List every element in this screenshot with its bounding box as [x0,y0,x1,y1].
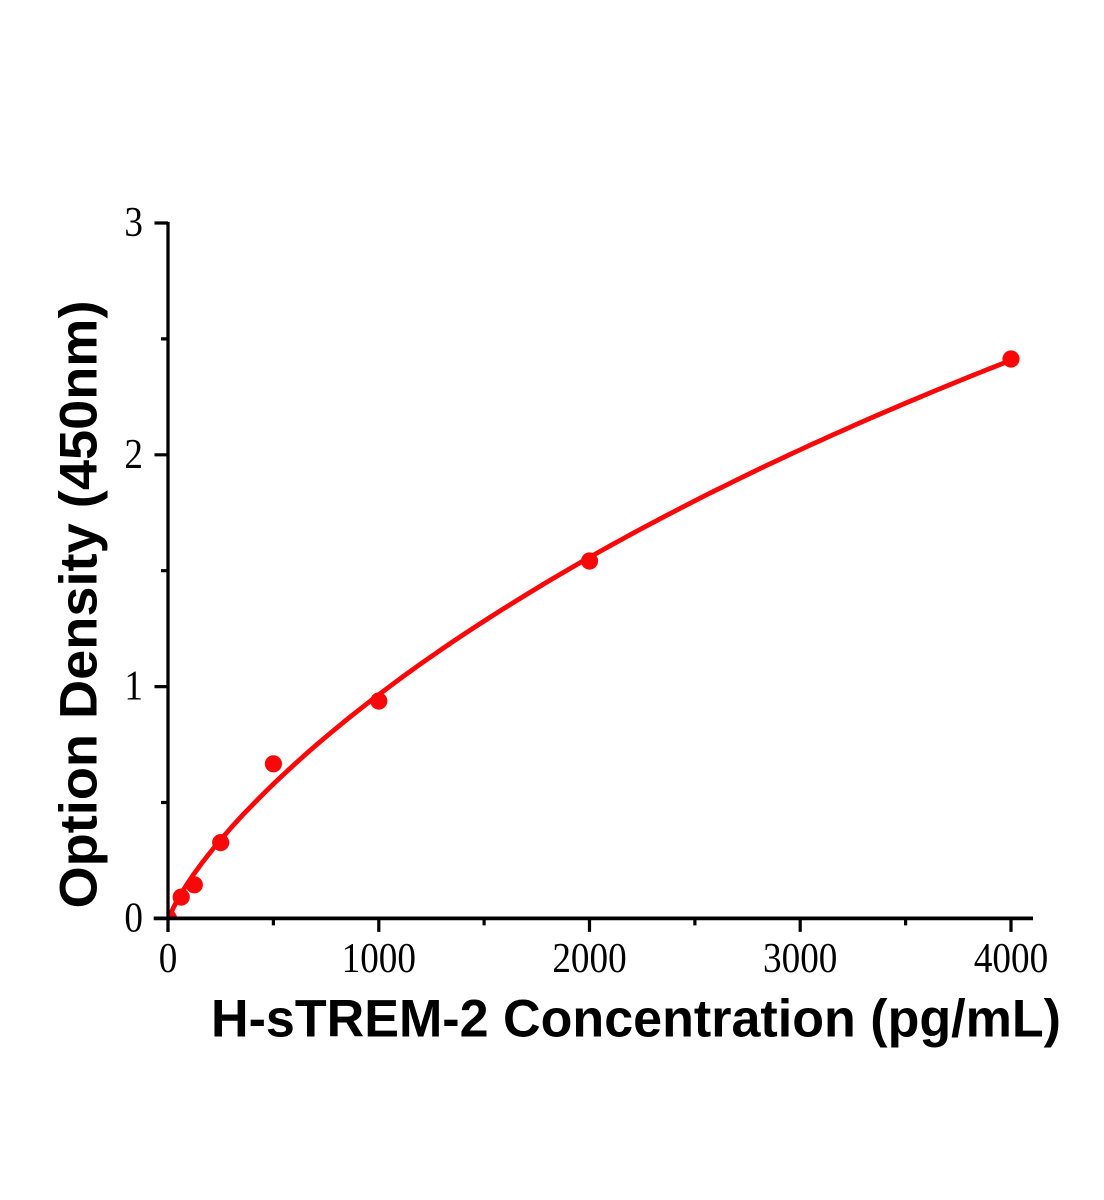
svg-text:Option Density (450nm): Option Density (450nm) [50,301,109,909]
svg-text:3: 3 [124,199,143,246]
svg-text:2: 2 [124,431,143,478]
svg-text:0: 0 [124,894,143,941]
svg-text:4000: 4000 [974,935,1048,982]
svg-text:0: 0 [159,935,178,982]
svg-text:1: 1 [124,663,143,710]
svg-text:1000: 1000 [342,935,416,982]
svg-text:2000: 2000 [552,935,626,982]
svg-text:3000: 3000 [763,935,837,982]
svg-text:H-sTREM-2 Concentration (pg/mL: H-sTREM-2 Concentration (pg/mL) [211,990,1061,1049]
